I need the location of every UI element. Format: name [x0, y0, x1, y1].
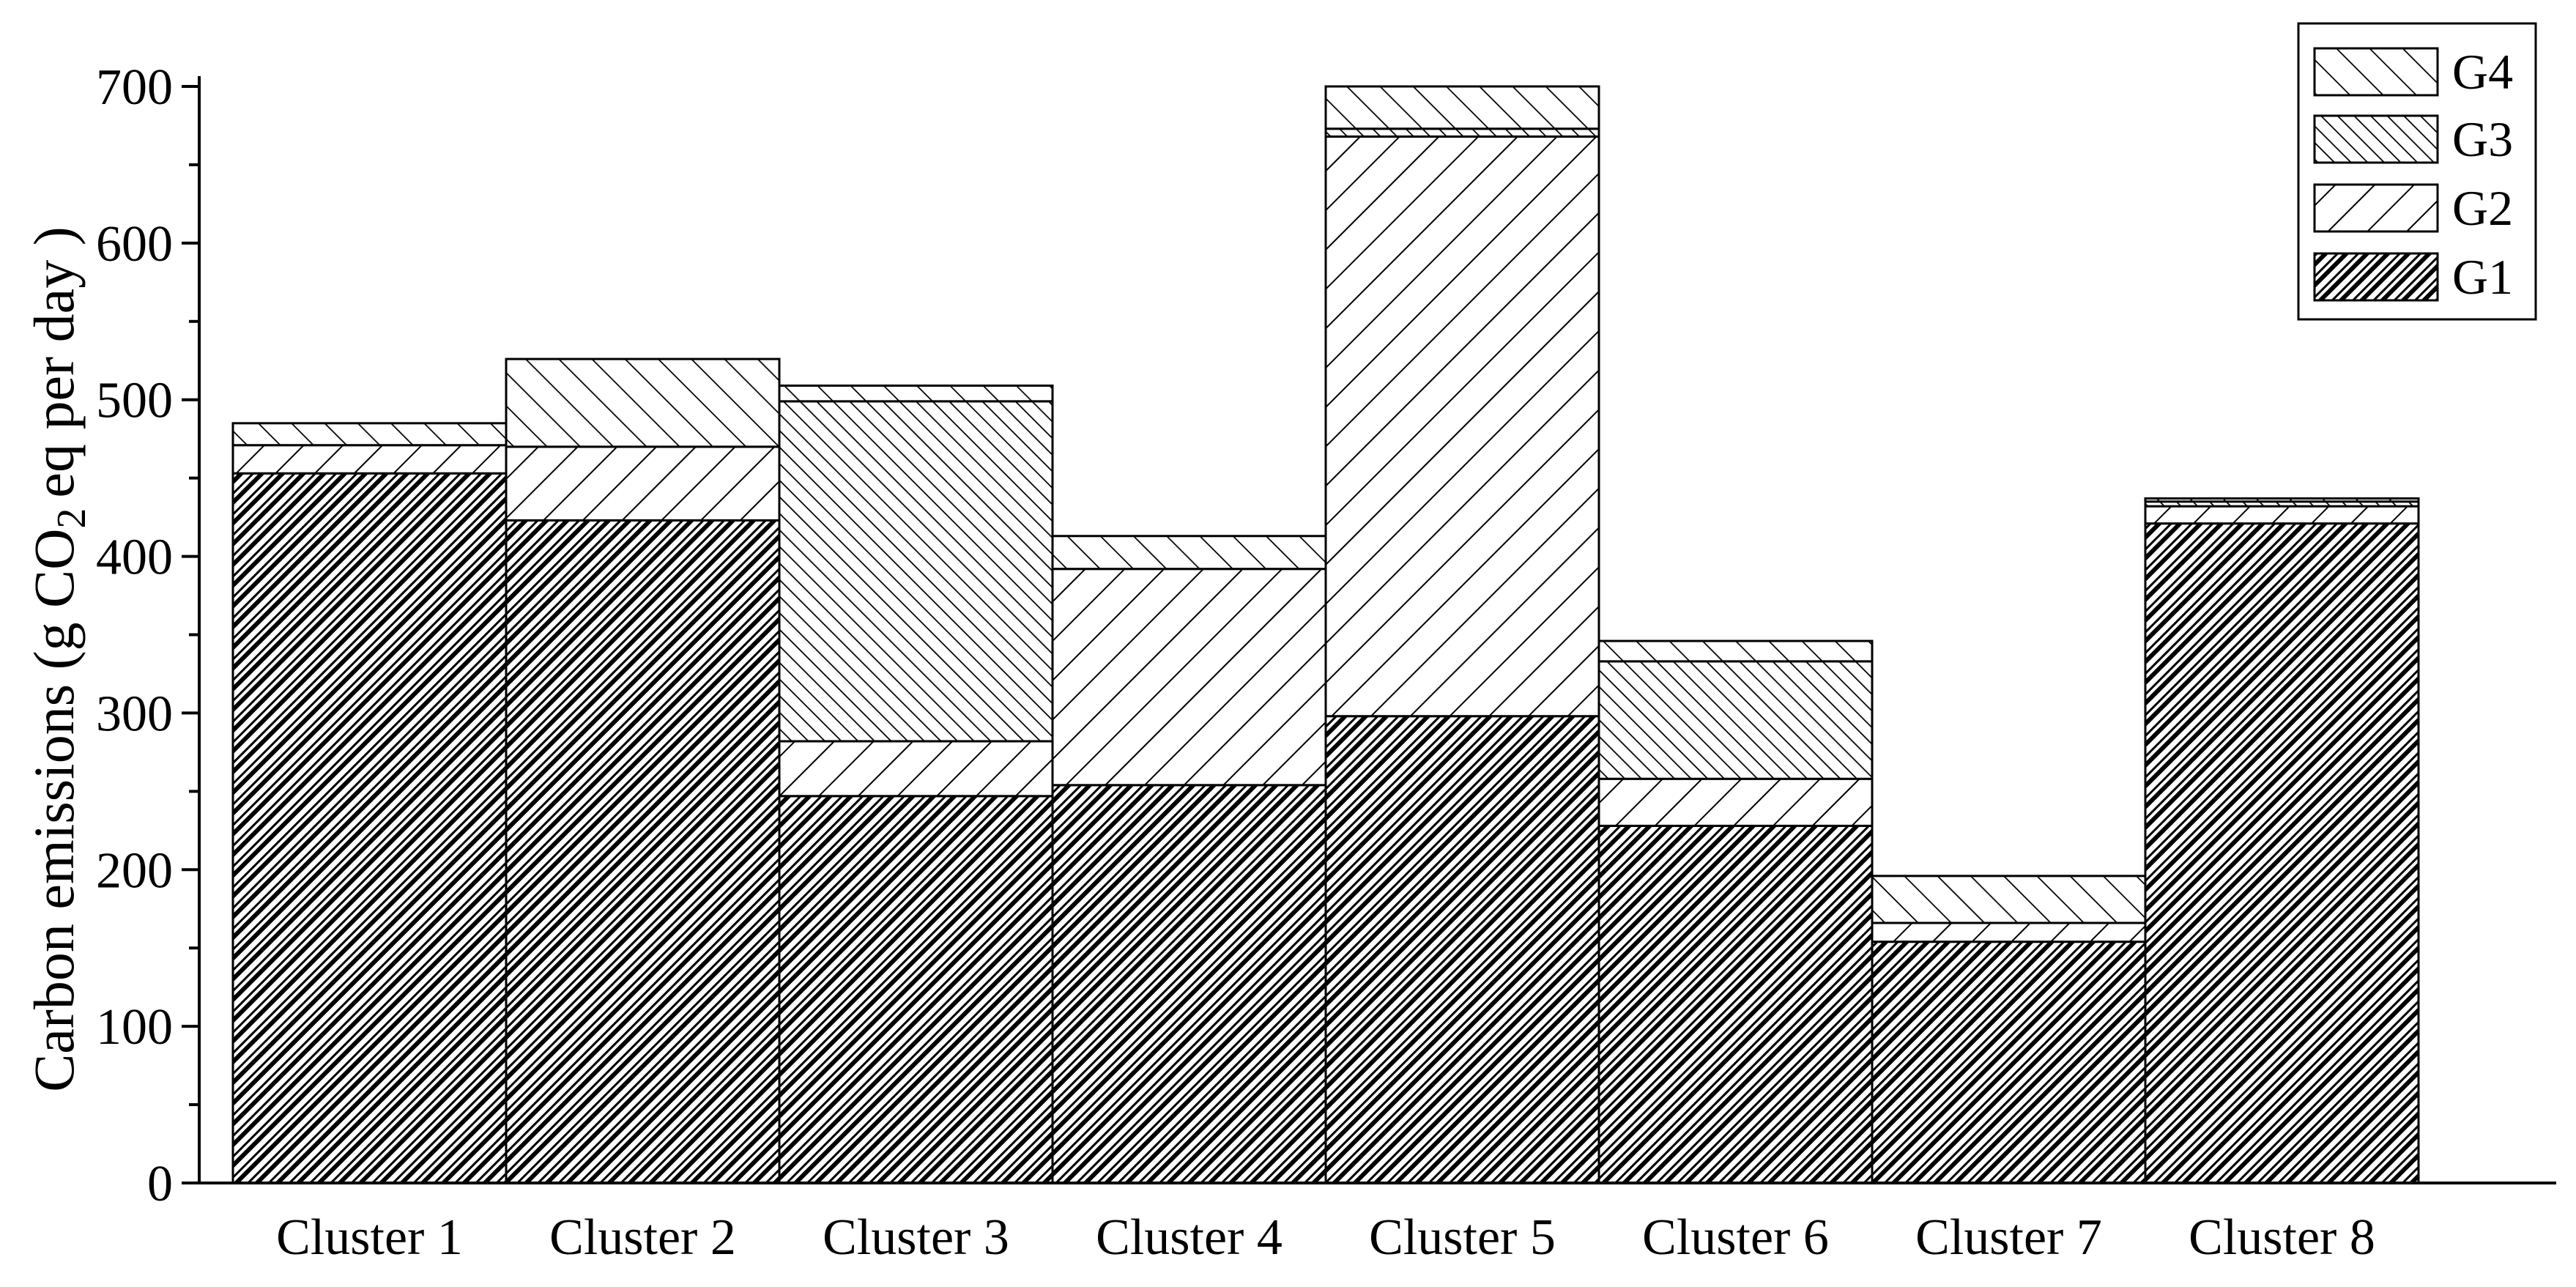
- y-tick-label: 500: [96, 373, 173, 429]
- x-tick-label: Cluster 7: [1915, 1209, 2102, 1266]
- bar-segment-g2-4: [1051, 568, 1327, 787]
- category-labels: Cluster 1 Cluster 2 Cluster 3 Cluster 4 Clus…: [276, 1209, 2375, 1266]
- legend-swatch-g4: [2313, 47, 2439, 97]
- legend-swatch-g2: [2313, 183, 2439, 233]
- bar-segment-g4-3: [778, 384, 1054, 403]
- x-tick-label: Cluster 3: [823, 1209, 1009, 1266]
- legend-label-g2: G2: [2452, 180, 2513, 236]
- bar-segment-g2-8: [2144, 505, 2420, 525]
- bar-segment-g1-3: [778, 795, 1054, 1184]
- bar-segment-g3-3: [778, 400, 1054, 743]
- legend-swatch-g1: [2313, 252, 2439, 302]
- x-tick-label: Cluster 6: [1642, 1209, 1829, 1266]
- bar-segment-g2-1: [231, 444, 508, 475]
- bar-segment-g4-5: [1324, 85, 1600, 130]
- bar-segment-g2-6: [1597, 777, 1874, 827]
- y-tick-label: 600: [96, 216, 173, 272]
- bar-segment-g2-5: [1324, 135, 1600, 718]
- bar-segment-g4-1: [231, 422, 508, 447]
- legend-label-g4: G4: [2452, 44, 2513, 100]
- x-tick-label: Cluster 8: [2189, 1209, 2375, 1266]
- bar-segment-g1-1: [231, 472, 508, 1184]
- bar-segment-g1-6: [1597, 824, 1874, 1184]
- bar-segment-g2-2: [505, 445, 781, 522]
- bar-segment-g3-6: [1597, 660, 1874, 780]
- bar-segment-g1-5: [1324, 715, 1600, 1184]
- bar-segment-g4-2: [505, 357, 781, 448]
- axes: [198, 76, 2556, 1184]
- bar-segment-g4-4: [1051, 535, 1327, 571]
- y-tick-label: 0: [147, 1156, 173, 1212]
- y-tick-label: 300: [96, 686, 173, 742]
- x-tick-label: Cluster 2: [549, 1209, 736, 1266]
- bar-segment-g1-7: [1871, 941, 2147, 1184]
- legend-swatch-g3: [2313, 114, 2439, 164]
- bar-segment-g1-4: [1051, 784, 1327, 1184]
- x-tick-label: Cluster 1: [276, 1209, 463, 1266]
- y-tick-label: 200: [96, 842, 173, 899]
- x-tick-label: Cluster 5: [1369, 1209, 1556, 1266]
- bar-segment-g2-7: [1871, 921, 2147, 943]
- legend-label-g1: G1: [2452, 249, 2513, 305]
- y-axis-title: Carbon emissions (g CO2eq per day ): [22, 226, 94, 1091]
- bar-segment-g4-8: [2144, 497, 2420, 503]
- legend-label-g3: G3: [2452, 111, 2513, 167]
- bar-segment-g1-8: [2144, 522, 2420, 1184]
- y-tick-label: 400: [96, 530, 173, 586]
- bar-segment-g4-7: [1871, 875, 2147, 924]
- y-ticks: 0 100 200 300 400 500 600 700: [96, 59, 199, 1212]
- bar-segment-g2-3: [778, 740, 1054, 798]
- y-tick-label: 100: [96, 999, 173, 1056]
- bar-segments: [231, 85, 2420, 1184]
- legend: G4 G3 G2 G1: [2297, 22, 2537, 321]
- y-tick-label: 700: [96, 59, 173, 116]
- bar-segment-g4-6: [1597, 639, 1874, 663]
- x-tick-label: Cluster 4: [1096, 1209, 1283, 1266]
- bar-segment-g3-5: [1324, 127, 1600, 138]
- bar-segment-g1-2: [505, 519, 781, 1184]
